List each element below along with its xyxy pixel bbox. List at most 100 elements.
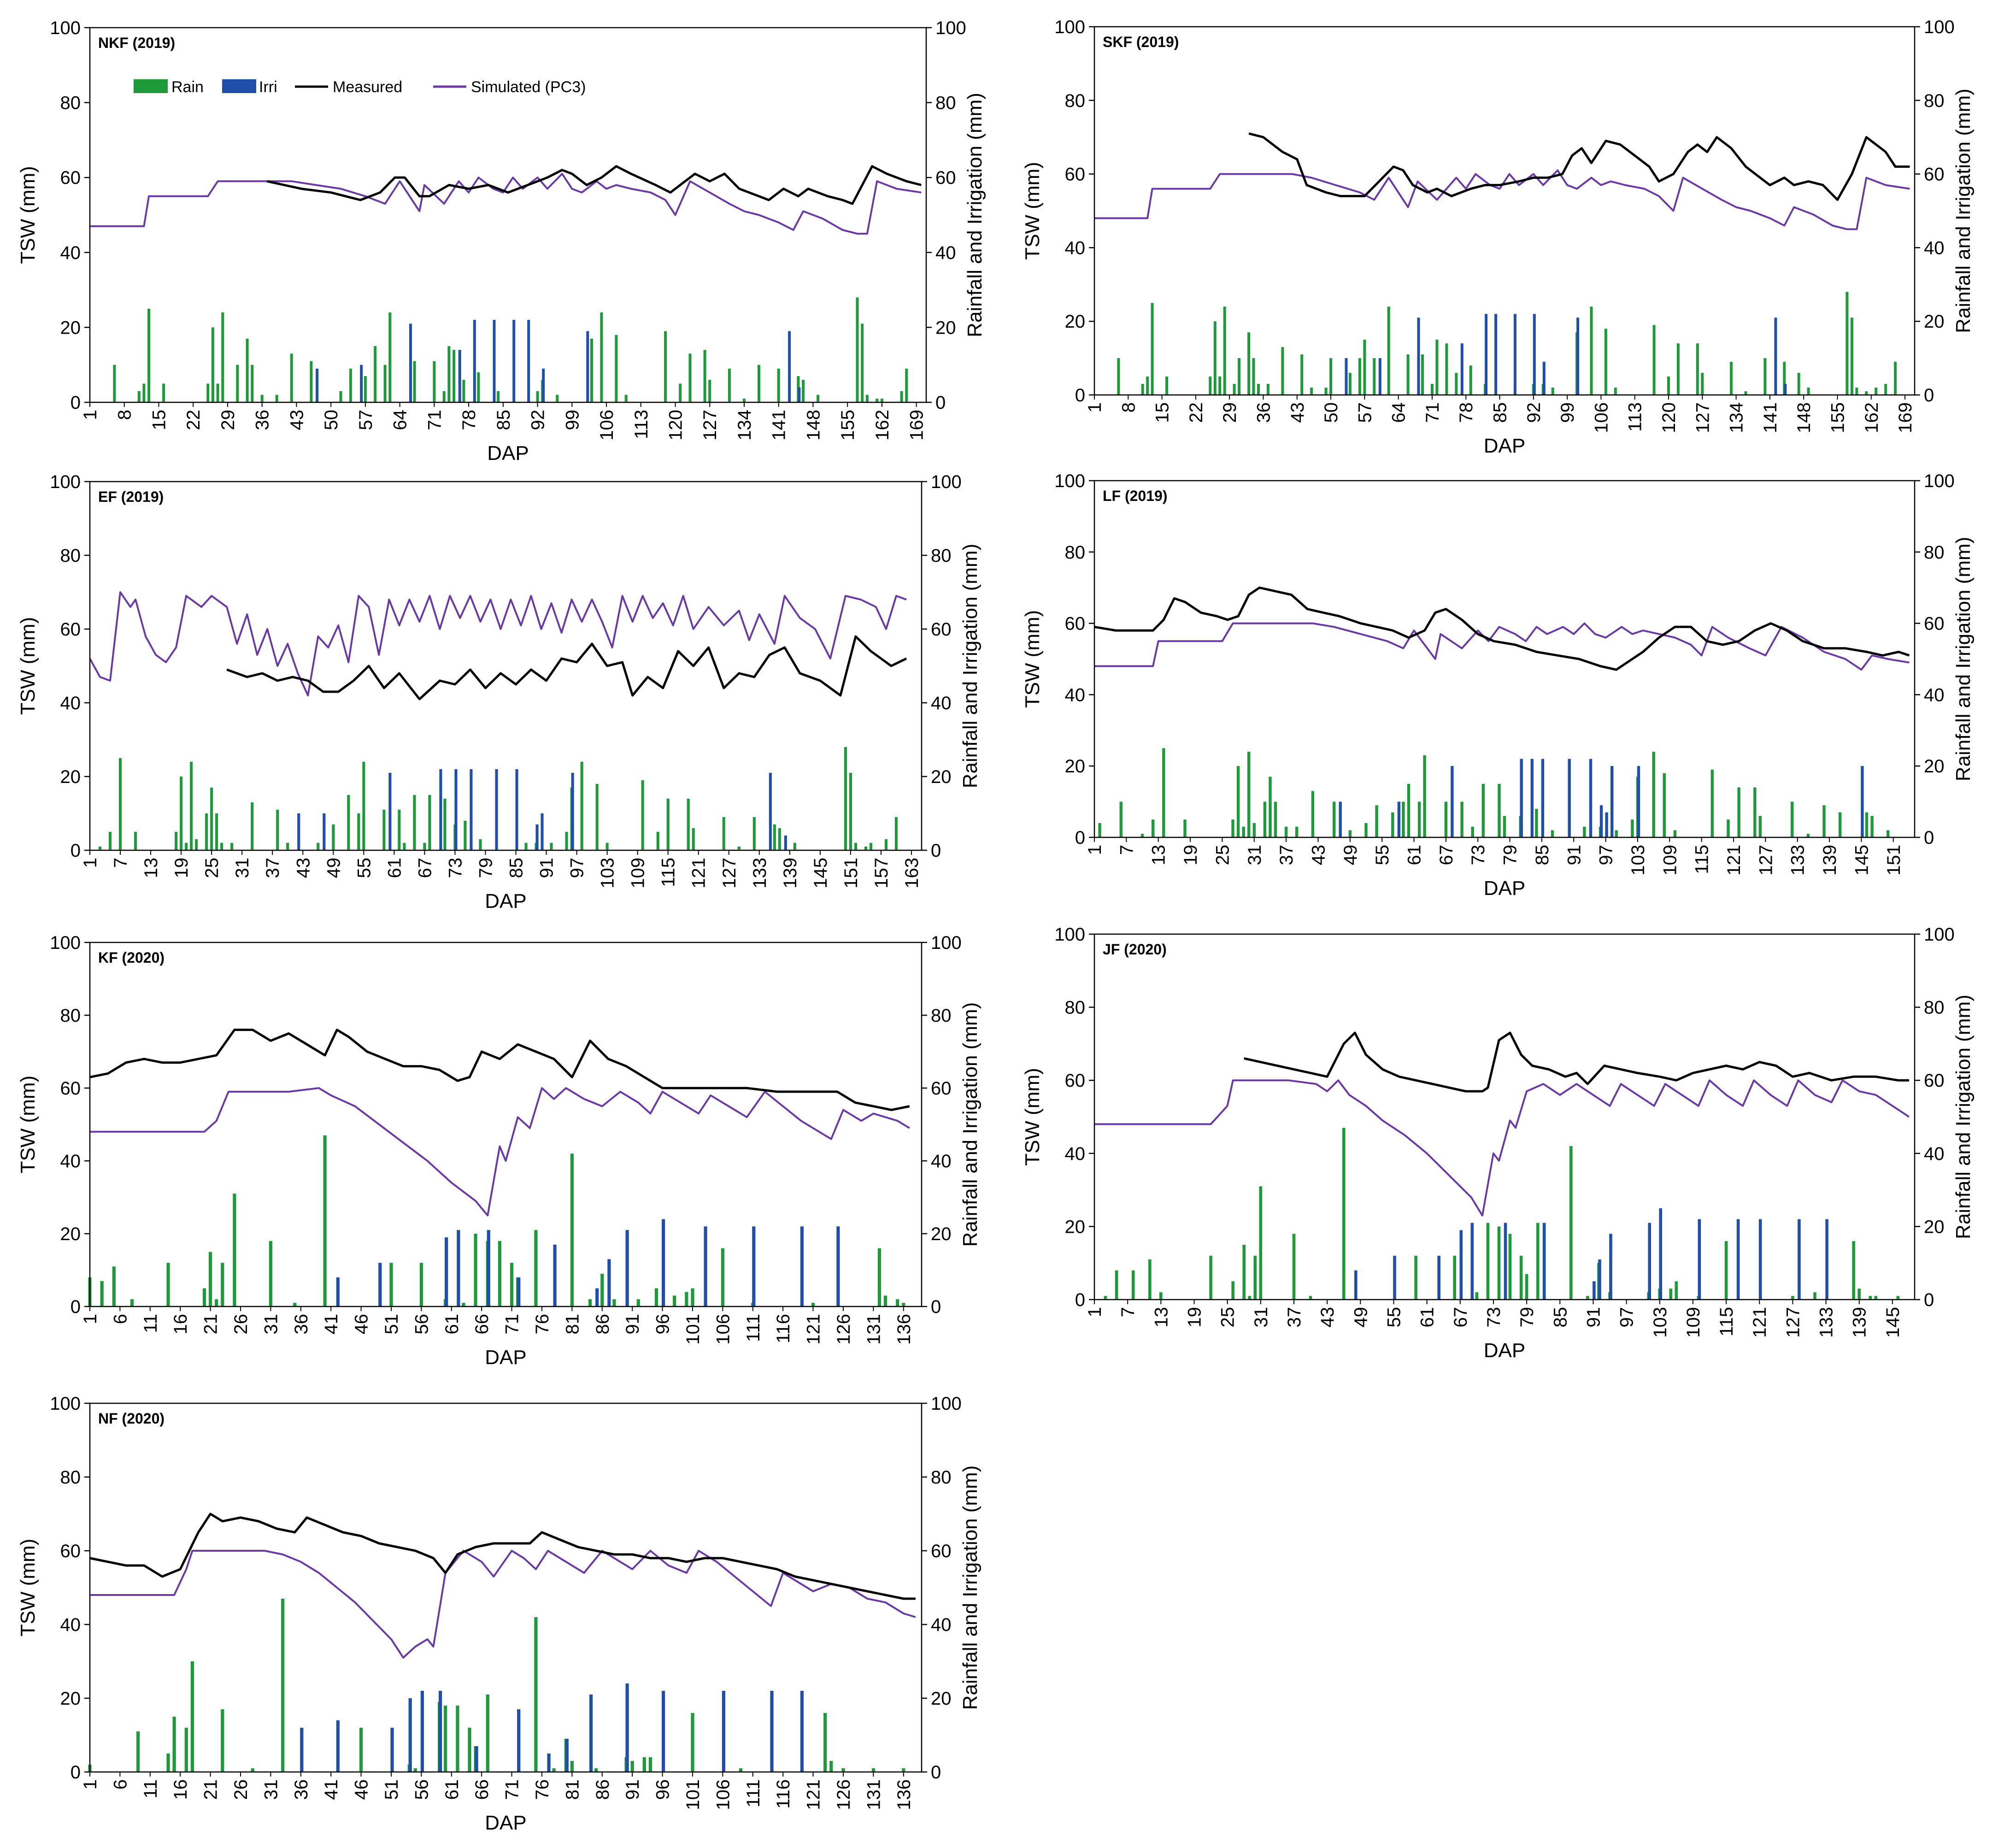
rain-bar (221, 1709, 224, 1772)
irri-bar (1504, 1223, 1507, 1300)
x-tick-label: 79 (1500, 845, 1521, 865)
rain-bar (1586, 1296, 1589, 1300)
legend-irri-swatch (222, 79, 256, 93)
irri-bar (800, 1691, 804, 1772)
rain-bar (1869, 1296, 1872, 1300)
simulated-line (89, 591, 907, 696)
irri-bar (1825, 1219, 1828, 1300)
rain-bar (1614, 388, 1617, 395)
rain-bar (1519, 1255, 1523, 1300)
rain-bar (1724, 1241, 1728, 1300)
y-tick-label: 40 (60, 1615, 81, 1635)
y-tick-label: 100 (1054, 924, 1085, 945)
rain-bar (883, 1295, 888, 1307)
x-tick-label: 133 (1816, 1307, 1837, 1338)
x-axis-label: DAP (1484, 1339, 1525, 1362)
y-tick-label: 20 (1065, 756, 1086, 777)
rain-bar (1292, 1234, 1296, 1300)
rain-bar (869, 843, 872, 850)
y2-tick-label: 80 (1924, 91, 1945, 111)
irri-bar (1541, 759, 1545, 837)
rain-bar (1421, 354, 1424, 395)
rain-bar (739, 1768, 743, 1772)
rain-bar (861, 324, 864, 402)
y2-tick-label: 60 (935, 168, 956, 188)
rain-bar (290, 353, 293, 402)
y-tick-label: 80 (60, 546, 81, 566)
y2-tick-label: 80 (931, 1006, 952, 1026)
x-tick-label: 1 (1085, 402, 1105, 412)
x-tick-label: 37 (1284, 1307, 1305, 1328)
rain-bar (477, 372, 480, 402)
rain-bar (884, 839, 888, 850)
rain-bar (550, 843, 553, 850)
y2-tick-label: 40 (1924, 238, 1945, 258)
irri-bar (1339, 801, 1342, 837)
x-tick-label: 26 (231, 1779, 251, 1800)
irri-bar (1605, 812, 1608, 837)
rain-bar (654, 1288, 658, 1307)
rain-bar (1525, 1274, 1528, 1300)
rain-bar (162, 383, 165, 402)
x-tick-label: 31 (261, 1314, 281, 1335)
x-tick-label: 71 (1422, 402, 1443, 423)
simulated-line (90, 1550, 916, 1659)
rain-bar (1481, 783, 1485, 837)
irri-bar (1698, 1219, 1701, 1300)
irri-bar (470, 769, 473, 850)
legend-rain-swatch (134, 79, 168, 93)
rain-bar (570, 1154, 574, 1307)
rain-bar (442, 391, 446, 402)
rain-bar (896, 1299, 899, 1307)
x-tick-label: 8 (1118, 402, 1139, 412)
x-tick-label: 91 (623, 1779, 643, 1800)
x-tick-label: 1 (80, 1314, 100, 1324)
rain-bar (462, 380, 465, 402)
rain-bar (206, 383, 210, 402)
x-tick-label: 99 (1558, 402, 1578, 423)
y-tick-label: 40 (60, 693, 81, 713)
x-tick-label: 31 (232, 858, 253, 878)
rain-bar (1471, 826, 1474, 837)
rain-bar (349, 368, 352, 402)
rain-bar (1375, 805, 1378, 837)
rain-bar (347, 795, 350, 850)
x-tick-label: 131 (864, 1314, 884, 1345)
rain-bar (456, 1706, 459, 1772)
x-tick-label: 121 (804, 1779, 824, 1810)
rain-bar (293, 1303, 297, 1307)
rain-bar (1701, 373, 1704, 395)
x-tick-label: 133 (1788, 845, 1808, 876)
rain-bar (1855, 388, 1858, 395)
irri-bar (770, 1691, 774, 1772)
rain-bar (1252, 823, 1256, 837)
y2-tick-label: 40 (931, 1151, 952, 1171)
x-tick-label: 85 (1550, 1307, 1570, 1328)
irri-bar (1774, 318, 1777, 395)
rain-bar (656, 832, 659, 850)
x-tick-label: 121 (1750, 1307, 1770, 1338)
rain-bar (679, 383, 682, 402)
irri-bar (1393, 1255, 1396, 1300)
rain-bar (1263, 801, 1267, 837)
simulated-line (90, 1087, 910, 1217)
irri-bar (1451, 766, 1454, 837)
rain-bar (1727, 819, 1730, 837)
rain-bar (251, 1768, 254, 1772)
y2-axis-label: Rainfall and Irrigation (mm) (1952, 537, 1975, 782)
irri-bar (487, 1230, 490, 1307)
x-tick-label: 7 (1117, 845, 1137, 855)
irri-bar (527, 320, 530, 402)
y-tick-label: 60 (1065, 614, 1086, 634)
irri-bar (420, 1691, 424, 1772)
irri-bar (553, 1244, 557, 1307)
y-axis-label: TSW (mm) (17, 1076, 39, 1174)
rain-bar (464, 821, 467, 850)
rain-bar (112, 1266, 116, 1307)
plot-frame (89, 27, 927, 403)
x-tick-label: 37 (263, 858, 283, 878)
y2-tick-label: 80 (935, 93, 956, 113)
irri-bar (336, 1277, 340, 1307)
x-tick-label: 11 (141, 1779, 161, 1799)
irri-bar (1542, 1223, 1546, 1300)
